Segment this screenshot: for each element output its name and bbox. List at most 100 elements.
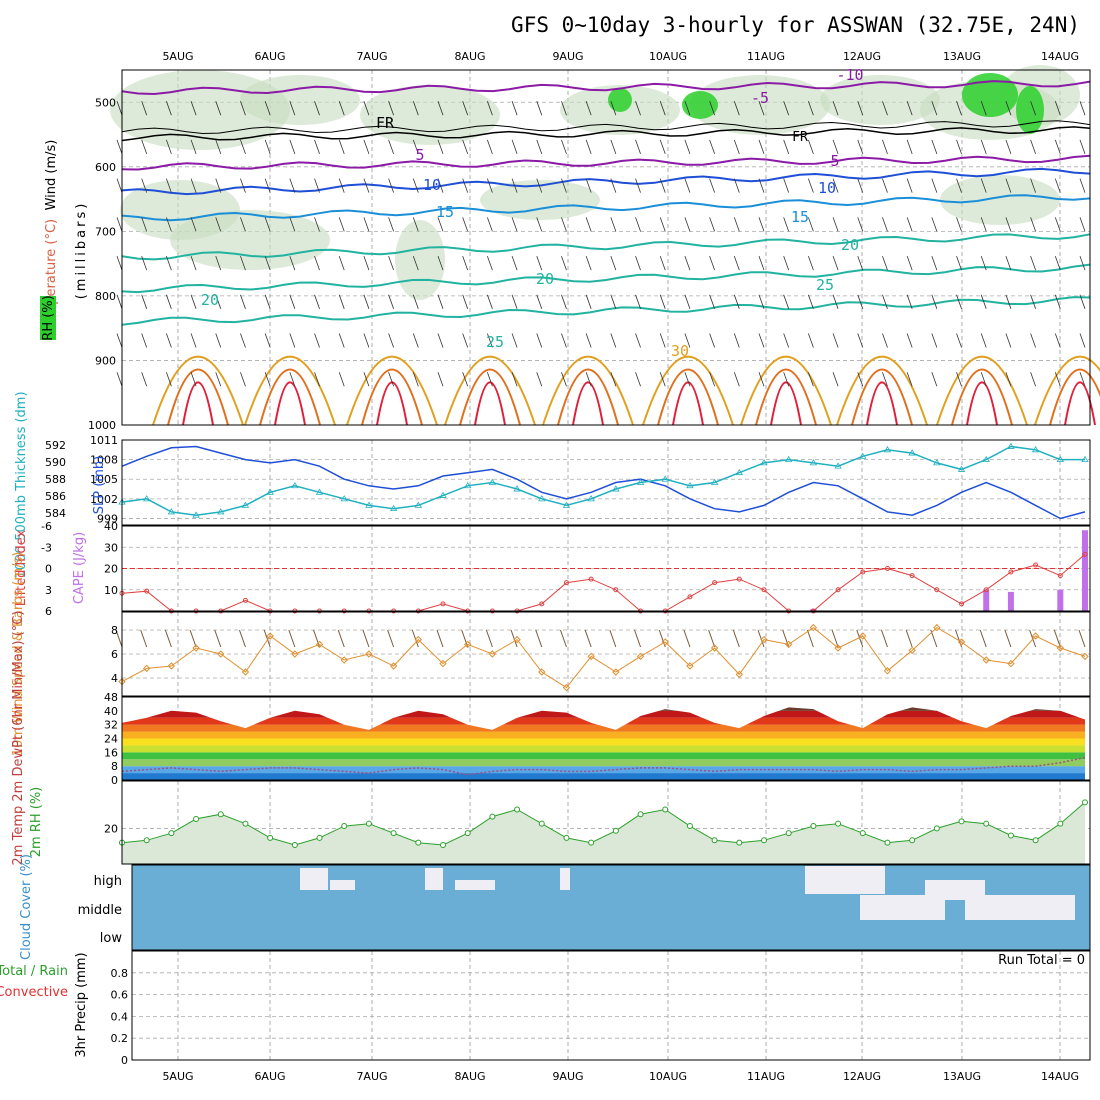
wind-barb (832, 217, 839, 232)
rh-point (1032, 837, 1039, 844)
wind-barb (882, 255, 888, 271)
surface-wind-barb (831, 629, 839, 648)
rh-point (193, 815, 200, 822)
wind-barb (980, 294, 987, 309)
surface-wind-barb (238, 629, 246, 648)
thickness-point (217, 508, 225, 515)
wind-barb (1030, 255, 1036, 271)
wind-barb (166, 255, 172, 271)
wind-barb (289, 294, 296, 309)
li-point (687, 594, 693, 600)
surface-wind-barb (436, 629, 444, 648)
li-point (934, 587, 940, 593)
wind-barb (733, 217, 740, 232)
wind-tick: 8 (111, 624, 118, 637)
rh-point (464, 830, 471, 837)
wind-barb (610, 217, 617, 232)
isotherm-line (121, 194, 1091, 222)
wind-barb (314, 101, 320, 116)
rh-panel (121, 780, 1091, 865)
thickness-point (908, 449, 916, 456)
wind-barb (585, 294, 592, 309)
rh-shading-high (608, 88, 632, 112)
wind-barb (585, 255, 592, 271)
isotherm-label: -5 (751, 89, 769, 107)
wind-barb (561, 178, 567, 193)
wind-barb (363, 333, 370, 348)
wind-barb (882, 294, 888, 309)
wind-barb (733, 178, 740, 193)
rh-point (933, 825, 940, 832)
rh2m-axis-label: 2m RH (%) (29, 787, 44, 858)
wind-barb (610, 333, 617, 348)
li-tick: 0 (45, 563, 52, 576)
wind-barb (289, 139, 296, 155)
wind-barb (215, 372, 222, 387)
boundary-layer-contour (1064, 381, 1096, 426)
boundary-layer-contour (459, 368, 521, 426)
surface-wind-barb (214, 629, 222, 648)
li-tick: 3 (45, 584, 52, 597)
wind-barb (610, 139, 617, 155)
wind-barb (141, 372, 148, 387)
wind-speed-point (933, 623, 941, 632)
cloud-level-label: high (94, 874, 122, 889)
thickness-point (167, 508, 176, 515)
wind-barb (412, 178, 419, 193)
wind-barb (487, 217, 493, 232)
surface-wind-barb (683, 629, 691, 648)
wind-barb (709, 139, 715, 155)
slp-axis-label: 1000-500mb Thickness (dm) SLP (mb) (14, 391, 107, 578)
thickness-point (982, 455, 990, 463)
isotherm-label: 20 (536, 270, 554, 288)
day-label-top: 11AUG (747, 50, 785, 63)
wind-barb (536, 372, 543, 387)
rh-point (588, 839, 595, 846)
day-label-top: 7AUG (356, 50, 387, 63)
wind-barb (116, 255, 123, 271)
wind-barb (190, 333, 197, 348)
boundary-layer-contour (259, 368, 321, 426)
wind-speed-point (538, 668, 546, 676)
wind-barb (388, 139, 394, 155)
wind-barb (388, 101, 394, 116)
wind-barb (610, 372, 617, 387)
axis-label-part: 1000-500mb Thickness (dm) (14, 391, 29, 578)
thickness-point (760, 459, 768, 466)
thickness-point (587, 495, 595, 502)
chart-title: GFS 0~10day 3-hourly for ASSWAN (32.75E,… (511, 13, 1080, 37)
wind-barb (709, 178, 715, 193)
precip-tick: 0.6 (111, 989, 129, 1002)
wind-barb (141, 139, 148, 155)
rh-point (662, 806, 669, 813)
surface-wind-barb (979, 629, 987, 648)
wind-barb (906, 372, 913, 387)
rh-point (686, 823, 693, 830)
wind-barb (338, 372, 345, 387)
thickness-point (365, 501, 373, 508)
wind-barb (116, 139, 123, 155)
precip-panel (131, 950, 1091, 1061)
isotherm-line (121, 154, 1091, 171)
wind-barb (1079, 333, 1086, 348)
cloud-cover-block (805, 866, 885, 894)
rh-shading (110, 70, 290, 150)
wind-barb (956, 372, 962, 387)
wind-barb (412, 372, 419, 387)
slp-panel (121, 439, 1091, 526)
wind-barb (1030, 294, 1036, 309)
wind-barb (832, 294, 839, 309)
wind-barb (388, 217, 394, 232)
wind-barb (808, 139, 814, 155)
wind-barb (116, 294, 123, 309)
wind-barb (166, 101, 172, 116)
boundary-layer-contour (346, 355, 438, 426)
rh-point (390, 830, 397, 837)
pressure-tick: 700 (95, 225, 116, 238)
rh-point (711, 837, 718, 844)
thickness-point (538, 495, 546, 502)
wind-barb (462, 101, 469, 116)
wind-barb (536, 178, 543, 193)
rh-point (415, 839, 422, 846)
day-label-bottom: 5AUG (162, 1070, 193, 1083)
